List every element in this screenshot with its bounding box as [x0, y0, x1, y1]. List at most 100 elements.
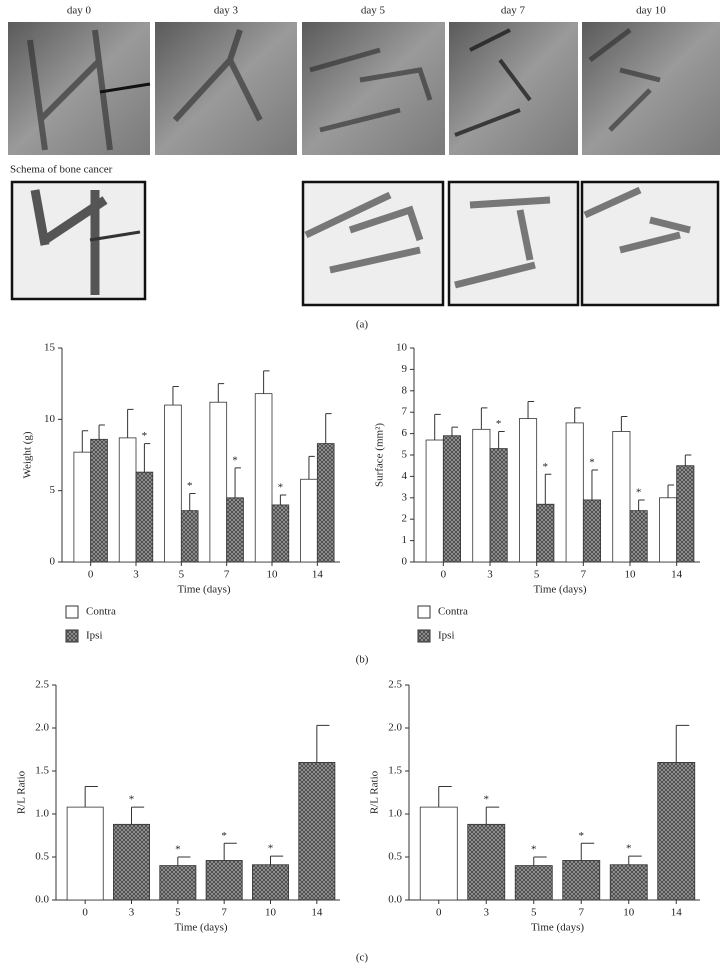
xray-row: day 0 day 3 day 5 day 7 day 10	[8, 5, 720, 155]
x-tick-label: 0	[436, 907, 442, 919]
y-tick-label: 2.0	[35, 722, 49, 734]
panel-caption: (c)	[356, 952, 369, 964]
error-bar	[675, 724, 690, 763]
significance-mark: *	[278, 481, 284, 493]
bar	[657, 762, 696, 901]
legend-label: Ipsi	[86, 630, 103, 642]
bar	[536, 503, 555, 563]
error-bar	[684, 454, 692, 466]
error-bar	[638, 499, 645, 511]
y-tick-label: 5	[50, 484, 56, 496]
y-tick-label: 3	[402, 491, 408, 503]
y-tick-label: 2.5	[35, 679, 49, 691]
xray-image	[302, 22, 445, 155]
day-label: day 10	[636, 5, 666, 17]
y-tick-label: 0.0	[35, 894, 49, 906]
x-tick-label: 5	[179, 569, 185, 581]
error-bar	[217, 383, 225, 403]
bar	[519, 418, 538, 563]
day-label: day 5	[361, 5, 386, 17]
y-tick-label: 1.5	[388, 765, 402, 777]
panel-caption: (b)	[356, 654, 369, 666]
legend-swatch	[65, 605, 79, 619]
bar	[489, 448, 508, 563]
significance-mark: *	[589, 457, 595, 469]
error-bar	[574, 407, 581, 423]
bar	[298, 762, 336, 901]
bar	[252, 864, 289, 901]
error-bar	[544, 473, 552, 505]
error-bar	[127, 408, 134, 438]
bar	[135, 471, 154, 563]
xray-image	[582, 22, 720, 155]
x-axis-label: Time (days)	[531, 922, 584, 934]
bar	[612, 431, 631, 563]
error-bar	[279, 494, 287, 505]
significance-mark: *	[484, 794, 490, 806]
schema-box	[10, 180, 147, 301]
error-bar	[533, 856, 547, 866]
day-label: day 0	[67, 5, 92, 17]
legend-swatch	[417, 629, 431, 643]
bar	[472, 428, 491, 563]
bar	[565, 422, 584, 563]
bar	[514, 865, 553, 901]
error-bar	[485, 806, 500, 825]
significance-mark: *	[496, 418, 502, 430]
bar	[467, 823, 506, 901]
y-tick-label: 6	[402, 427, 408, 439]
significance-mark: *	[626, 843, 632, 855]
bar	[562, 860, 601, 901]
y-tick-label: 0.5	[35, 851, 49, 863]
y-tick-label: 2	[402, 513, 408, 525]
error-bar	[325, 413, 332, 444]
x-tick-label: 7	[224, 569, 230, 581]
error-bar	[434, 413, 441, 441]
legend-swatch	[417, 605, 431, 619]
y-tick-label: 1	[402, 534, 408, 546]
error-bar	[81, 430, 89, 453]
y-tick-label: 9	[402, 363, 408, 375]
error-bar	[480, 407, 488, 430]
error-bar	[308, 455, 315, 480]
x-tick-label: 10	[265, 907, 277, 919]
day-label: day 3	[214, 5, 239, 17]
bar	[629, 510, 648, 563]
bar	[164, 404, 182, 563]
y-tick-label: 10	[396, 342, 408, 354]
error-bar	[234, 467, 241, 498]
error-bar	[580, 842, 595, 861]
bar	[609, 864, 648, 901]
significance-mark: *	[221, 830, 227, 842]
y-tick-label: 1.5	[35, 765, 49, 777]
x-tick-label: 3	[484, 907, 490, 919]
bar	[90, 438, 108, 563]
significance-mark: *	[636, 486, 642, 498]
x-tick-label: 3	[133, 569, 139, 581]
x-tick-label: 7	[579, 907, 585, 919]
x-tick-label: 10	[623, 907, 635, 919]
day-label: day 7	[501, 5, 526, 17]
legend-swatch	[65, 629, 79, 643]
y-tick-label: 1.0	[388, 808, 402, 820]
bar	[118, 437, 137, 563]
bar	[425, 439, 444, 563]
y-tick-label: 2.5	[388, 679, 402, 691]
significance-mark: *	[187, 480, 193, 492]
y-tick-label: 4	[402, 470, 408, 482]
bar	[159, 865, 197, 901]
bar	[180, 510, 199, 563]
error-bar	[667, 484, 675, 498]
x-tick-label: 0	[82, 907, 88, 919]
bar	[226, 497, 244, 563]
schema-row: Schema of bone cancer (a)	[10, 164, 720, 331]
bar	[209, 401, 228, 563]
error-bar	[438, 785, 452, 808]
bar	[316, 443, 335, 563]
xray-image	[449, 22, 578, 155]
y-axis-label: Weight (g)	[22, 431, 34, 478]
schema-title: Schema of bone cancer	[10, 164, 113, 176]
significance-mark: *	[268, 843, 274, 855]
x-tick-label: 14	[671, 907, 683, 919]
error-bar	[223, 842, 237, 861]
